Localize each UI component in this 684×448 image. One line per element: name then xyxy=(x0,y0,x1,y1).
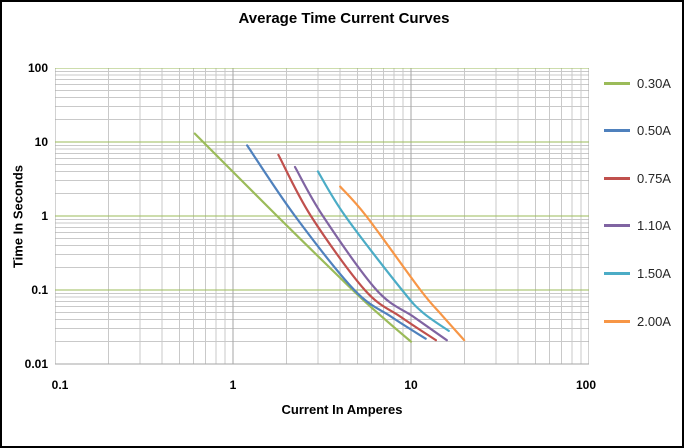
series-curve-2.00A xyxy=(339,185,466,342)
y-tick-label: 1 xyxy=(41,209,48,223)
legend-item-0.30A: 0.30A xyxy=(604,74,671,92)
legend-item-0.50A: 0.50A xyxy=(604,122,671,140)
x-tick-label: 10 xyxy=(404,378,418,392)
x-tick-label: 0.1 xyxy=(51,378,69,392)
legend-item-0.75A: 0.75A xyxy=(604,169,671,187)
legend-swatch-icon xyxy=(604,81,630,85)
legend-swatch-icon xyxy=(604,176,630,180)
legend-label: 2.00A xyxy=(637,313,671,329)
series-curve-0.50A xyxy=(246,144,427,340)
series-curve-0.30A xyxy=(193,132,413,343)
series-curve-1.10A xyxy=(293,165,448,342)
legend-label: 1.50A xyxy=(637,265,671,281)
series-curve-1.50A xyxy=(316,170,450,332)
y-tick-label: 100 xyxy=(27,61,48,75)
legend-item-1.50A: 1.50A xyxy=(604,264,671,282)
legend-label: 0.30A xyxy=(637,75,671,91)
legend-swatch-icon xyxy=(604,319,630,323)
legend-label: 1.10A xyxy=(637,218,671,234)
series-curve-0.75A xyxy=(277,153,437,342)
x-axis-title: Current In Amperes xyxy=(281,402,403,417)
x-tick-label: 1 xyxy=(229,378,237,392)
chart-title: Average Time Current Curves xyxy=(238,10,450,27)
legend-swatch-icon xyxy=(604,129,630,133)
legend-item-1.10A: 1.10A xyxy=(604,217,671,235)
legend-label: 0.75A xyxy=(637,170,671,186)
legend-item-2.00A: 2.00A xyxy=(604,312,671,330)
y-tick-label: 0.1 xyxy=(31,283,48,297)
x-tick-label: 100 xyxy=(575,378,597,392)
legend-label: 0.50A xyxy=(637,123,671,139)
legend-swatch-icon xyxy=(604,224,630,228)
legend-swatch-icon xyxy=(604,271,630,275)
y-tick-label: 10 xyxy=(34,135,48,149)
plot-area xyxy=(55,68,589,365)
y-tick-label: 0.01 xyxy=(24,357,48,371)
